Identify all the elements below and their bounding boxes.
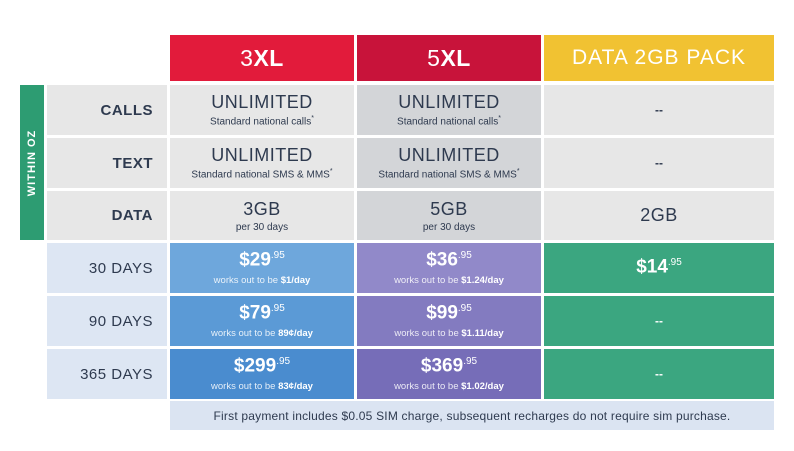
price-5xl-30-per-day: works out to be $1.24/day	[394, 274, 504, 286]
price-5xl-365: $369.95 works out to be $1.02/day	[357, 349, 541, 399]
price-5xl-365-per-day: works out to be $1.02/day	[394, 380, 504, 392]
calls-5xl-main: UNLIMITED	[398, 92, 500, 113]
plan-5xl-prefix: 5	[427, 44, 441, 71]
within-oz-label: WITHIN OZ	[26, 129, 38, 196]
row-label-data: DATA	[47, 191, 167, 240]
row-label-365-days: 365 DAYS	[47, 349, 167, 399]
plan-3xl-header: 3XL	[170, 35, 354, 81]
row-label-365-days-text: 365 DAYS	[80, 365, 153, 383]
price-5xl-30: $36.95 works out to be $1.24/day	[357, 243, 541, 293]
price-5xl-90: $99.95 works out to be $1.11/day	[357, 296, 541, 346]
calls-3xl-cell: UNLIMITED Standard national calls*	[170, 85, 354, 135]
price-5xl-365-amount: $369.95	[420, 355, 478, 377]
data-3xl-sub: per 30 days	[235, 221, 289, 233]
plan-data-header-label: DATA 2GB PACK	[571, 46, 747, 69]
price-5xl-90-amount: $99.95	[426, 302, 472, 324]
data-5xl-sub: per 30 days	[422, 221, 476, 233]
row-label-text-text: TEXT	[112, 154, 153, 172]
price-3xl-90-per-day: works out to be 89¢/day	[211, 327, 313, 339]
price-3xl-365-amount: $299.95	[233, 355, 291, 377]
text-data-dash: --	[655, 156, 663, 170]
calls-5xl-sub: Standard national calls*	[397, 115, 501, 128]
text-3xl-cell: UNLIMITED Standard national SMS & MMS*	[170, 138, 354, 188]
calls-data-cell: --	[544, 85, 774, 135]
within-oz-tab: WITHIN OZ	[20, 85, 44, 240]
price-data-365-dash: --	[655, 367, 663, 381]
price-3xl-90-amount: $79.95	[239, 302, 285, 324]
data-3xl-cell: 3GB per 30 days	[170, 191, 354, 240]
calls-data-dash: --	[655, 103, 663, 117]
price-3xl-365-per-day: works out to be 83¢/day	[211, 380, 313, 392]
plan-3xl-suffix: XL	[253, 44, 284, 71]
text-5xl-main: UNLIMITED	[398, 145, 500, 166]
price-data-30: $14.95	[544, 243, 774, 293]
price-data-90: --	[544, 296, 774, 346]
data-5xl-main: 5GB	[430, 198, 468, 219]
row-label-text: TEXT	[47, 138, 167, 188]
text-5xl-cell: UNLIMITED Standard national SMS & MMS*	[357, 138, 541, 188]
row-label-90-days-text: 90 DAYS	[88, 312, 153, 330]
price-3xl-30-amount: $29.95	[239, 249, 285, 271]
text-5xl-sub: Standard national SMS & MMS*	[378, 168, 520, 181]
calls-5xl-cell: UNLIMITED Standard national calls*	[357, 85, 541, 135]
data-5xl-cell: 5GB per 30 days	[357, 191, 541, 240]
price-3xl-365: $299.95 works out to be 83¢/day	[170, 349, 354, 399]
plan-5xl-suffix: XL	[440, 44, 471, 71]
price-3xl-30-per-day: works out to be $1/day	[213, 274, 311, 286]
price-3xl-90: $79.95 works out to be 89¢/day	[170, 296, 354, 346]
row-label-30-days: 30 DAYS	[47, 243, 167, 293]
row-label-90-days: 90 DAYS	[47, 296, 167, 346]
data-data-cell: 2GB	[544, 191, 774, 240]
row-label-data-text: DATA	[111, 207, 153, 224]
row-label-30-days-text: 30 DAYS	[88, 259, 153, 277]
plan-3xl-prefix: 3	[240, 44, 254, 71]
data-3xl-main: 3GB	[243, 198, 281, 219]
price-5xl-30-amount: $36.95	[426, 249, 472, 271]
price-3xl-30: $29.95 works out to be $1/day	[170, 243, 354, 293]
footnote-text: First payment includes $0.05 SIM charge,…	[213, 408, 731, 423]
price-data-30-amount: $14.95	[636, 256, 682, 278]
text-3xl-sub: Standard national SMS & MMS*	[191, 168, 333, 181]
row-label-calls-text: CALLS	[100, 101, 153, 119]
data-data-main: 2GB	[640, 205, 678, 225]
footnote: First payment includes $0.05 SIM charge,…	[170, 401, 774, 430]
text-data-cell: --	[544, 138, 774, 188]
price-data-90-dash: --	[655, 314, 663, 328]
plan-data-header: DATA 2GB PACK	[544, 35, 774, 81]
calls-3xl-main: UNLIMITED	[211, 92, 313, 113]
plan-5xl-header: 5XL	[357, 35, 541, 81]
price-5xl-90-per-day: works out to be $1.11/day	[394, 327, 504, 339]
text-3xl-main: UNLIMITED	[211, 145, 313, 166]
calls-3xl-sub: Standard national calls*	[210, 115, 314, 128]
price-data-365: --	[544, 349, 774, 399]
row-label-calls: CALLS	[47, 85, 167, 135]
